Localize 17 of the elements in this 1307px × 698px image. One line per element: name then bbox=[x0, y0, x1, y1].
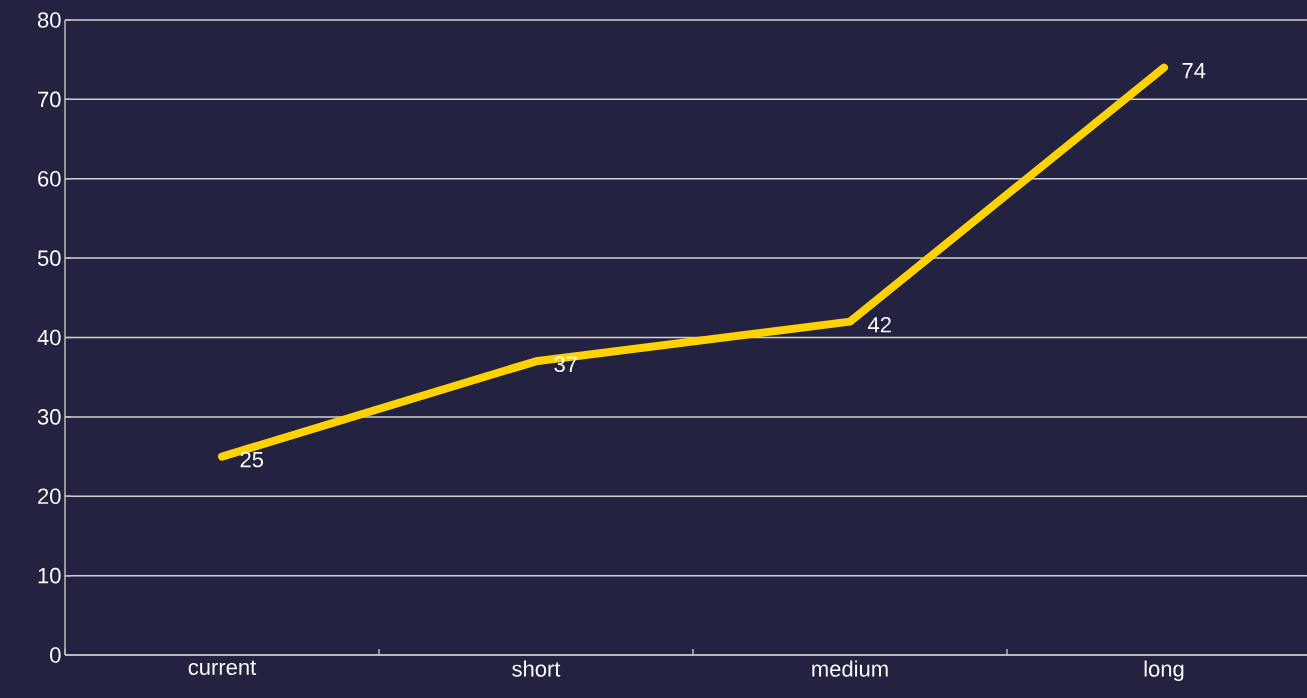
x-tick-label: long bbox=[1144, 660, 1184, 682]
x-tick-label: short bbox=[512, 660, 561, 677]
y-tick-label: 80 bbox=[37, 12, 61, 28]
y-tick-label: 10 bbox=[38, 567, 61, 584]
y-tick-label: 40 bbox=[37, 329, 61, 346]
y-tick-label: 20 bbox=[38, 488, 61, 505]
data-label: 74 bbox=[1182, 63, 1206, 79]
y-tick-label: 0 bbox=[50, 647, 61, 663]
y-tick-label: 30 bbox=[37, 409, 61, 425]
y-tick-label: 50 bbox=[37, 250, 61, 266]
data-label: 25 bbox=[240, 451, 264, 468]
x-tick-label: current bbox=[188, 660, 257, 675]
x-tick-label: medium bbox=[812, 660, 888, 677]
y-tick-label: 70 bbox=[38, 91, 61, 108]
data-label: 37 bbox=[554, 356, 577, 373]
y-tick-label: 60 bbox=[38, 170, 61, 187]
data-label: 42 bbox=[868, 316, 891, 333]
